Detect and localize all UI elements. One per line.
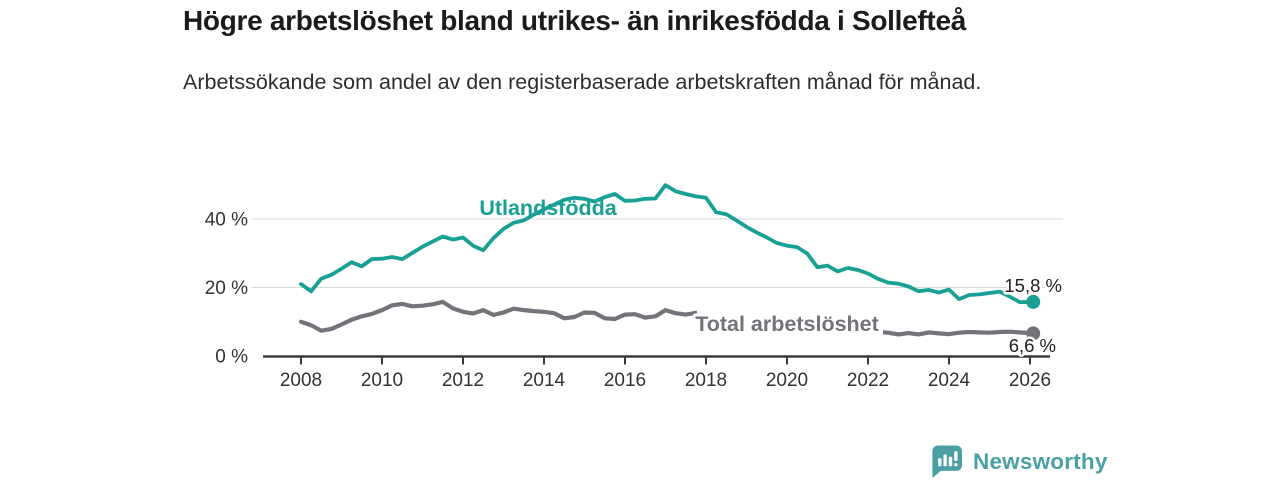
x-tick-label: 2014 [523, 370, 566, 391]
newsworthy-logo: Newsworthy [931, 444, 1108, 479]
series-label-mask [697, 309, 883, 338]
plot-end-dots [1026, 294, 1041, 341]
series-end-dot-1 [1026, 326, 1041, 341]
plot-series-lines [298, 183, 1036, 337]
series-line-0 [299, 183, 1036, 305]
x-tick-label: 2016 [604, 370, 646, 391]
y-tick-label: 0 % [215, 347, 248, 368]
end-value-label-total: 6,6 % [1009, 335, 1056, 356]
x-tick-label: 2010 [361, 370, 403, 391]
x-tick-label: 2022 [847, 370, 889, 391]
page-title: Högre arbetslöshet bland utrikes- än inr… [183, 5, 966, 36]
series-end-dot-0 [1026, 294, 1041, 309]
x-tick-label: 2008 [280, 370, 322, 391]
series-label-total: Total arbetslöshet [695, 312, 879, 336]
page-subtitle: Arbetssökande som andel av den registerb… [183, 70, 982, 94]
series-line-1 [298, 299, 1036, 337]
end-value-label-utlandsfodda: 15,8 % [1004, 275, 1062, 296]
newsworthy-logo-text: Newsworthy [973, 448, 1108, 474]
x-tick-label: 2020 [766, 370, 808, 391]
x-tick-label: 2024 [928, 370, 971, 391]
y-tick-label: 20 % [205, 278, 248, 299]
x-tick-label: 2018 [685, 370, 727, 391]
y-tick-label: 40 % [205, 210, 248, 231]
plot-axes: 0 % 20 % 40 % 2008 2010 2012 2014 2016 2018 2020 2… [205, 210, 1063, 391]
x-tick-label: 2026 [1009, 370, 1051, 391]
x-tick-label: 2012 [442, 370, 484, 391]
bar-chart-speech-bubble-icon [932, 445, 963, 478]
